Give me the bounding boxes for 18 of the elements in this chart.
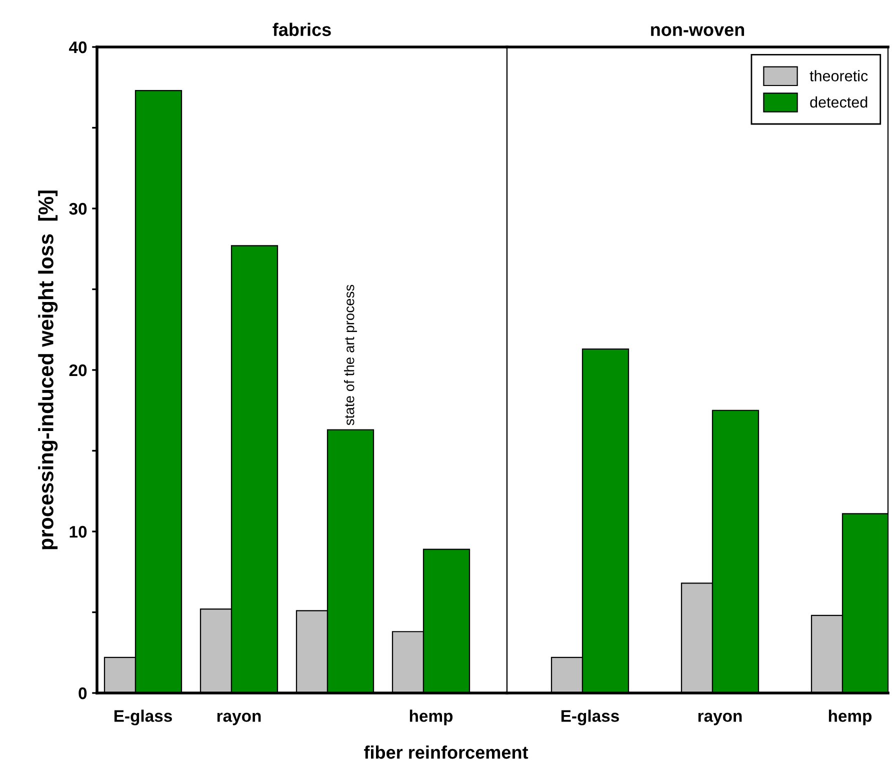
legend-label: theoretic [810, 70, 868, 82]
x-tick-label: hemp [410, 710, 453, 726]
chart-title: fabrics [272, 22, 331, 36]
x-tick-label: hemp [828, 710, 872, 726]
x-axis-title: fiber reinforcement [364, 746, 528, 759]
data-label: state of the art process [344, 284, 357, 426]
y-axis-title: processing-induced weight loss [%] [38, 190, 58, 550]
y-tick-label: 10 [70, 526, 87, 538]
x-tick-label: rayon [217, 712, 261, 726]
x-tick-label: E-glass [114, 710, 172, 726]
legend-label: detected [810, 96, 868, 108]
x-tick-label: E-glass [561, 710, 619, 726]
x-tick-label: rayon [698, 712, 742, 726]
chart-title: non-woven [651, 26, 744, 36]
y-tick-label: 20 [69, 364, 87, 376]
y-tick-label: 30 [69, 202, 87, 215]
y-tick-label: 0 [78, 687, 87, 700]
y-tick-label: 40 [68, 41, 87, 54]
